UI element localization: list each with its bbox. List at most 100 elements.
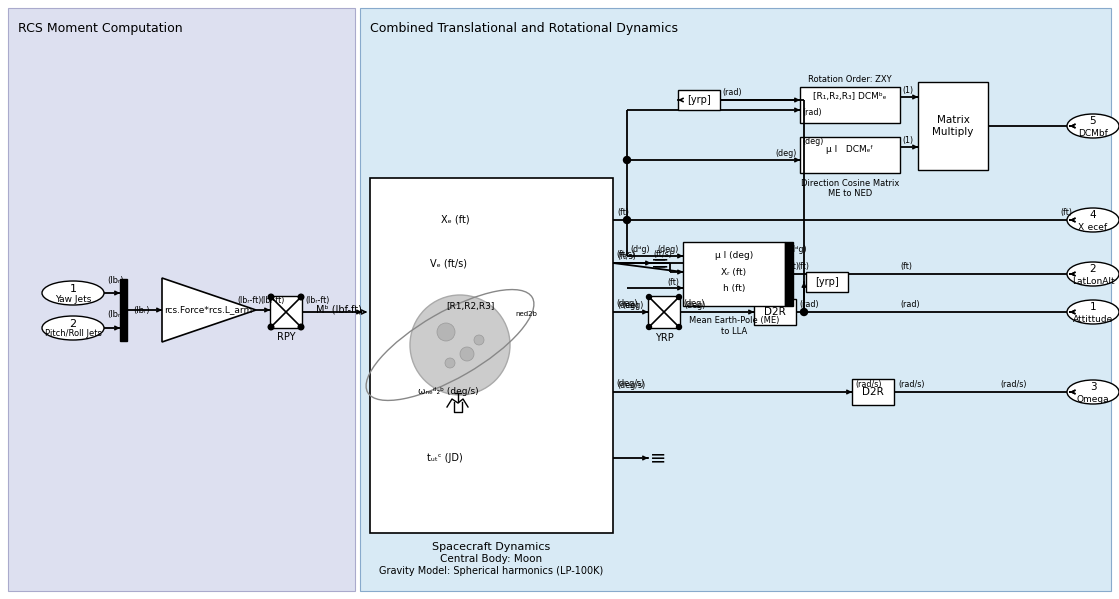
Text: [R₁,R₂,R₃] DCMᵇₑ: [R₁,R₂,R₃] DCMᵇₑ bbox=[814, 92, 886, 101]
Text: (deg/s): (deg/s) bbox=[617, 380, 646, 389]
Text: Gravity Model: Spherical harmonics (LP-100K): Gravity Model: Spherical harmonics (LP-1… bbox=[379, 566, 603, 576]
Text: (rad): (rad) bbox=[900, 300, 920, 308]
Text: (lbᵣ): (lbᵣ) bbox=[133, 305, 150, 314]
Circle shape bbox=[623, 156, 630, 164]
FancyBboxPatch shape bbox=[918, 82, 988, 170]
Circle shape bbox=[647, 295, 651, 300]
Text: 4: 4 bbox=[1090, 210, 1097, 220]
Text: ≡: ≡ bbox=[653, 253, 669, 273]
Text: rcs.Force*rcs.L_arm: rcs.Force*rcs.L_arm bbox=[163, 305, 252, 314]
Circle shape bbox=[298, 324, 303, 330]
FancyBboxPatch shape bbox=[270, 296, 302, 328]
Text: Combined Translational and Rotational Dynamics: Combined Translational and Rotational Dy… bbox=[370, 22, 678, 35]
Text: DCMbf: DCMbf bbox=[1078, 129, 1108, 138]
FancyBboxPatch shape bbox=[786, 242, 793, 306]
Circle shape bbox=[474, 335, 485, 345]
Ellipse shape bbox=[1068, 114, 1119, 138]
Text: (deg): (deg) bbox=[615, 300, 638, 308]
Text: LatLonAlt: LatLonAlt bbox=[1072, 277, 1115, 286]
Text: (rad): (rad) bbox=[799, 300, 819, 308]
Text: [yrp]: [yrp] bbox=[687, 95, 711, 105]
Text: (lbᵣ-ft): (lbᵣ-ft) bbox=[260, 295, 284, 304]
Circle shape bbox=[269, 294, 274, 300]
Circle shape bbox=[677, 295, 681, 300]
Text: D2R: D2R bbox=[862, 387, 884, 397]
Text: 1: 1 bbox=[69, 284, 76, 294]
FancyBboxPatch shape bbox=[648, 296, 680, 328]
Text: (rad): (rad) bbox=[722, 87, 742, 96]
Text: (rad/s): (rad/s) bbox=[855, 380, 882, 389]
Text: ≡: ≡ bbox=[650, 449, 667, 467]
FancyBboxPatch shape bbox=[360, 8, 1111, 591]
Ellipse shape bbox=[1068, 208, 1119, 232]
Ellipse shape bbox=[1068, 300, 1119, 324]
FancyBboxPatch shape bbox=[683, 242, 786, 306]
FancyBboxPatch shape bbox=[800, 137, 900, 173]
Text: (ft): (ft) bbox=[1060, 207, 1072, 216]
Text: 2: 2 bbox=[1090, 264, 1097, 274]
Text: (ft): (ft) bbox=[617, 208, 629, 217]
Text: (ft): (ft) bbox=[797, 262, 809, 271]
Text: Xᵣ (ft): Xᵣ (ft) bbox=[722, 268, 746, 277]
Text: 5: 5 bbox=[1090, 116, 1097, 126]
Text: Rotation Order: ZXY: Rotation Order: ZXY bbox=[808, 74, 892, 83]
Text: Direction Cosine Matrix: Direction Cosine Matrix bbox=[801, 179, 900, 187]
Circle shape bbox=[460, 347, 474, 361]
Text: X_ecef: X_ecef bbox=[1078, 222, 1108, 231]
Text: (dᵈg): (dᵈg) bbox=[630, 246, 650, 255]
FancyBboxPatch shape bbox=[370, 178, 613, 533]
Text: Mean Earth-Pole (ME): Mean Earth-Pole (ME) bbox=[689, 316, 779, 325]
Text: (ft/s): (ft/s) bbox=[653, 250, 671, 259]
Text: (lbᵣ): (lbᵣ) bbox=[107, 310, 123, 319]
Circle shape bbox=[800, 308, 808, 316]
Circle shape bbox=[623, 216, 630, 223]
FancyBboxPatch shape bbox=[806, 272, 848, 292]
Text: (rad): (rad) bbox=[802, 108, 821, 117]
Text: [R1,R2,R3]: [R1,R2,R3] bbox=[445, 302, 495, 311]
Text: (deg): (deg) bbox=[683, 300, 704, 308]
Text: (lbᵣ-ft): (lbᵣ-ft) bbox=[237, 297, 262, 305]
Text: (1): (1) bbox=[902, 86, 913, 95]
Text: tᵤₜᶜ (JD): tᵤₜᶜ (JD) bbox=[427, 453, 463, 463]
Text: 2: 2 bbox=[69, 319, 76, 329]
Text: Xₑ (ft): Xₑ (ft) bbox=[441, 215, 469, 225]
Text: (ft/s): (ft/s) bbox=[617, 252, 636, 261]
Circle shape bbox=[410, 295, 510, 395]
Circle shape bbox=[445, 358, 455, 368]
Text: (dᵈg): (dᵈg) bbox=[787, 246, 807, 255]
Text: D2R: D2R bbox=[764, 307, 786, 317]
Text: ME to NED: ME to NED bbox=[828, 189, 872, 198]
Text: Omega: Omega bbox=[1076, 395, 1109, 404]
Text: RPY: RPY bbox=[276, 332, 295, 342]
Text: (lbᵣ-ft): (lbᵣ-ft) bbox=[305, 295, 329, 304]
Text: (rad/s): (rad/s) bbox=[1000, 380, 1026, 389]
FancyBboxPatch shape bbox=[8, 8, 355, 591]
Text: YRP: YRP bbox=[655, 333, 674, 343]
Text: Pitch/Roll Jets: Pitch/Roll Jets bbox=[45, 329, 102, 338]
Circle shape bbox=[269, 324, 274, 330]
Text: (1): (1) bbox=[902, 135, 913, 144]
Text: Central Body: Moon: Central Body: Moon bbox=[441, 554, 543, 564]
Text: Yaw Jets: Yaw Jets bbox=[55, 295, 91, 304]
FancyBboxPatch shape bbox=[852, 379, 894, 405]
Text: (deg): (deg) bbox=[622, 301, 645, 310]
Circle shape bbox=[647, 325, 651, 329]
Text: (deg): (deg) bbox=[802, 138, 824, 147]
FancyBboxPatch shape bbox=[678, 90, 720, 110]
Text: (ft): (ft) bbox=[667, 277, 679, 286]
FancyBboxPatch shape bbox=[120, 279, 126, 341]
Circle shape bbox=[677, 325, 681, 329]
Text: 1: 1 bbox=[1090, 302, 1097, 312]
Text: (ft/s): (ft/s) bbox=[615, 250, 634, 259]
Text: μ l   DCMₑᶠ: μ l DCMₑᶠ bbox=[826, 144, 874, 153]
Text: RCS Moment Computation: RCS Moment Computation bbox=[18, 22, 182, 35]
Polygon shape bbox=[162, 278, 256, 342]
Text: Matrix
Multiply: Matrix Multiply bbox=[932, 115, 974, 137]
Text: [yrp]: [yrp] bbox=[815, 277, 839, 287]
Text: (deg): (deg) bbox=[684, 301, 705, 310]
Text: μ l (deg): μ l (deg) bbox=[715, 252, 753, 261]
Text: (deg): (deg) bbox=[775, 150, 797, 159]
Text: Attittude: Attittude bbox=[1073, 314, 1113, 323]
Text: (ft): (ft) bbox=[787, 262, 799, 271]
Ellipse shape bbox=[43, 316, 104, 340]
